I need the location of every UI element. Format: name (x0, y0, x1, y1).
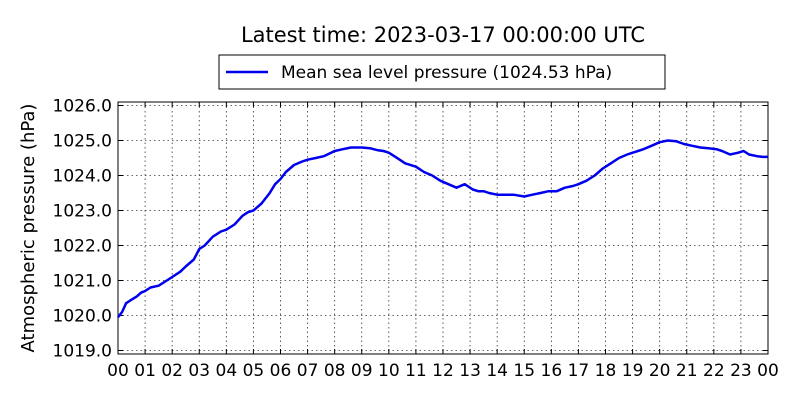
series-group (117, 139, 768, 318)
x-tick-label: 15 (513, 361, 535, 381)
x-tick-label: 02 (161, 361, 183, 381)
x-tick-label: 05 (243, 361, 265, 381)
x-tick-label: 11 (405, 361, 427, 381)
x-tick-label: 08 (324, 361, 346, 381)
x-tick-label: 03 (188, 361, 210, 381)
x-tick-label: 04 (216, 361, 238, 381)
x-tick-label: 17 (568, 361, 590, 381)
x-tick-label: 22 (703, 361, 725, 381)
x-tick-label: 13 (459, 361, 481, 381)
x-tick-label: 09 (351, 361, 373, 381)
x-tick-label: 12 (432, 361, 454, 381)
y-tick-labels: 1019.0 1020.0 1021.0 1022.0 1023.0 1024.0 1025… (53, 97, 112, 362)
y-axis-label: Atmospheric pressure (hPa) (18, 104, 39, 353)
legend-entry: Mean sea level pressure (1024.53 hPa) (281, 63, 612, 83)
x-tick-label: 18 (595, 361, 617, 381)
y-tick-label: 1019.0 (53, 342, 112, 362)
y-tick-label: 1020.0 (53, 307, 112, 327)
x-tick-labels: 00 01 02 03 04 05 06 07 08 09 10 11 12 13 14 15 16 17 18 19… (107, 361, 779, 381)
legend: Mean sea level pressure (1024.53 hPa) (218, 54, 666, 90)
series-line (117, 139, 768, 318)
y-tick-label: 1023.0 (53, 202, 112, 222)
y-tick-label: 1022.0 (53, 237, 112, 257)
x-tick-label: 07 (297, 361, 319, 381)
x-tick-label: 00 (107, 361, 129, 381)
x-tick-label: 20 (649, 361, 671, 381)
y-tick-label: 1021.0 (53, 272, 112, 292)
x-tick-label: 14 (486, 361, 508, 381)
axis-ticks (117, 102, 769, 354)
x-tick-label: 01 (134, 361, 156, 381)
x-tick-label: 00 (757, 361, 779, 381)
x-tick-label: 21 (676, 361, 698, 381)
y-tick-label: 1024.0 (53, 167, 112, 187)
chart-title: Latest time: 2023-03-17 00:00:00 UTC (241, 23, 645, 47)
x-tick-label: 06 (270, 361, 292, 381)
x-tick-label: 10 (378, 361, 400, 381)
legend-box (218, 54, 666, 90)
x-tick-label: 19 (622, 361, 644, 381)
x-tick-label: 16 (541, 361, 563, 381)
x-tick-label: 23 (730, 361, 752, 381)
y-tick-label: 1025.0 (53, 132, 112, 152)
y-tick-label: 1026.0 (53, 97, 112, 117)
